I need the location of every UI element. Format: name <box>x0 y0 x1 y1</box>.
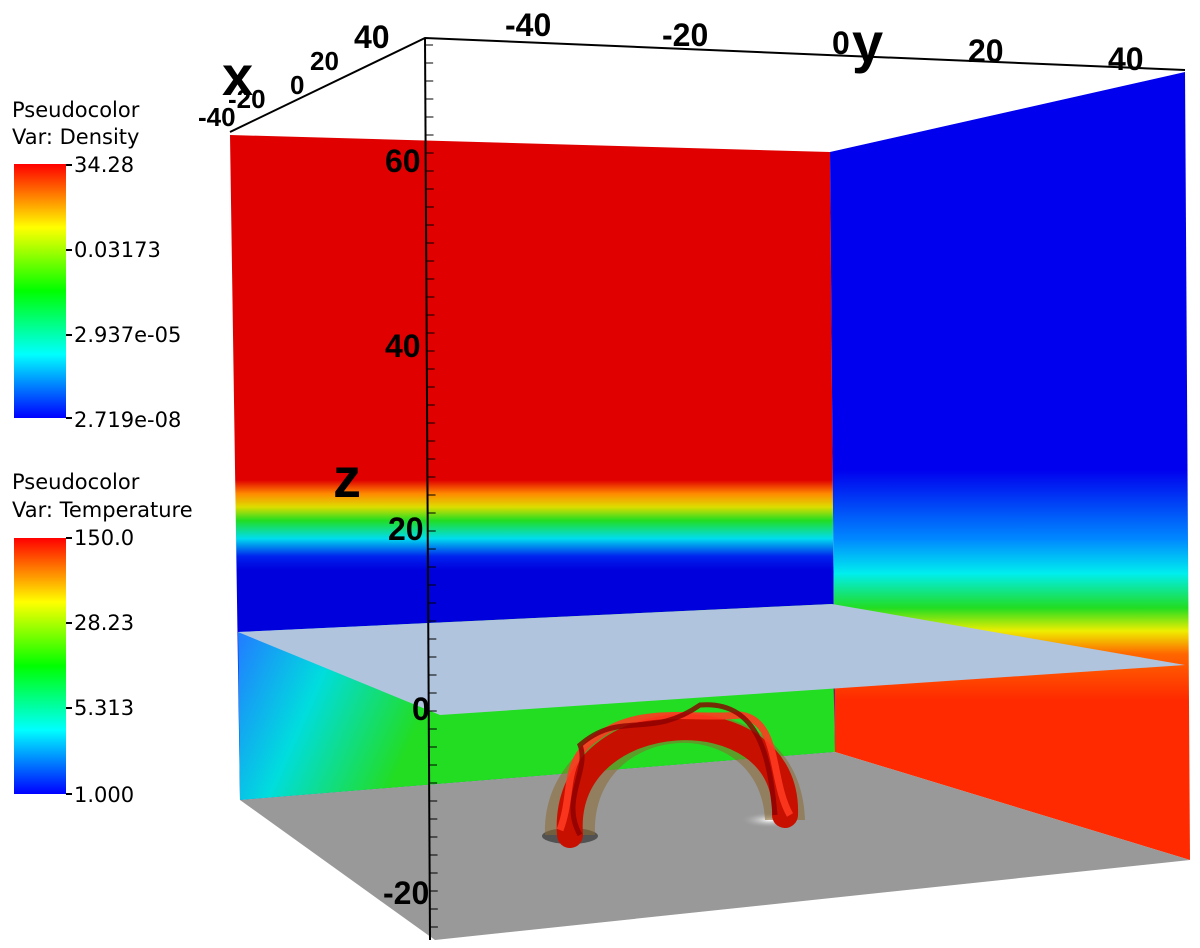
right-wall <box>830 72 1190 860</box>
legend-label: 2.719e-08 <box>74 408 181 432</box>
y-tick-label: 20 <box>968 33 1004 69</box>
x-tick-label: 20 <box>310 46 339 76</box>
legend-variable: Var: Temperature <box>12 498 193 522</box>
floor <box>240 752 1190 940</box>
slice-plane <box>238 604 1185 715</box>
legend-title: Pseudocolor <box>12 98 140 122</box>
legend-label: 150.0 <box>74 526 134 550</box>
legend-label: 34.28 <box>74 153 134 177</box>
x-tick-label: -20 <box>228 84 266 114</box>
legend-label: 28.23 <box>74 611 134 635</box>
legend-title: Pseudocolor <box>12 470 140 494</box>
legend-label: 1.000 <box>74 783 134 807</box>
y-tick-label: -20 <box>662 17 708 53</box>
x-tick-label: 40 <box>354 19 390 55</box>
x-tick-label: -40 <box>198 102 236 132</box>
legend-label: 5.313 <box>74 696 134 720</box>
legend-label: 0.03173 <box>74 238 161 262</box>
y-axis-title: y <box>852 11 883 74</box>
x-axis-title: x <box>222 44 253 107</box>
legend-variable: Var: Density <box>12 125 139 149</box>
y-tick-label: 40 <box>1108 41 1144 77</box>
axes <box>229 36 1186 941</box>
y-tick-label: 0 <box>832 25 850 61</box>
color-bar <box>14 538 66 794</box>
z-tick-label: 40 <box>385 328 421 364</box>
y-tick-label: -40 <box>505 7 551 43</box>
x-tick-label: 0 <box>290 70 304 100</box>
flux-rope <box>542 702 805 848</box>
legend-label: 2.937e-05 <box>74 323 181 347</box>
z-tick-label: -20 <box>383 875 429 911</box>
z-tick-label: 0 <box>412 691 430 727</box>
legend: Pseudocolor Var: Temperature 150.0 28.23… <box>12 470 193 807</box>
axis-ticks <box>425 44 438 928</box>
z-tick-label: 20 <box>388 511 424 547</box>
z-axis-title: z <box>333 446 361 509</box>
z-tick-label: 60 <box>385 143 421 179</box>
color-bar <box>14 164 66 418</box>
legend: Pseudocolor Var: Density 34.28 0.03173 2… <box>12 98 181 432</box>
